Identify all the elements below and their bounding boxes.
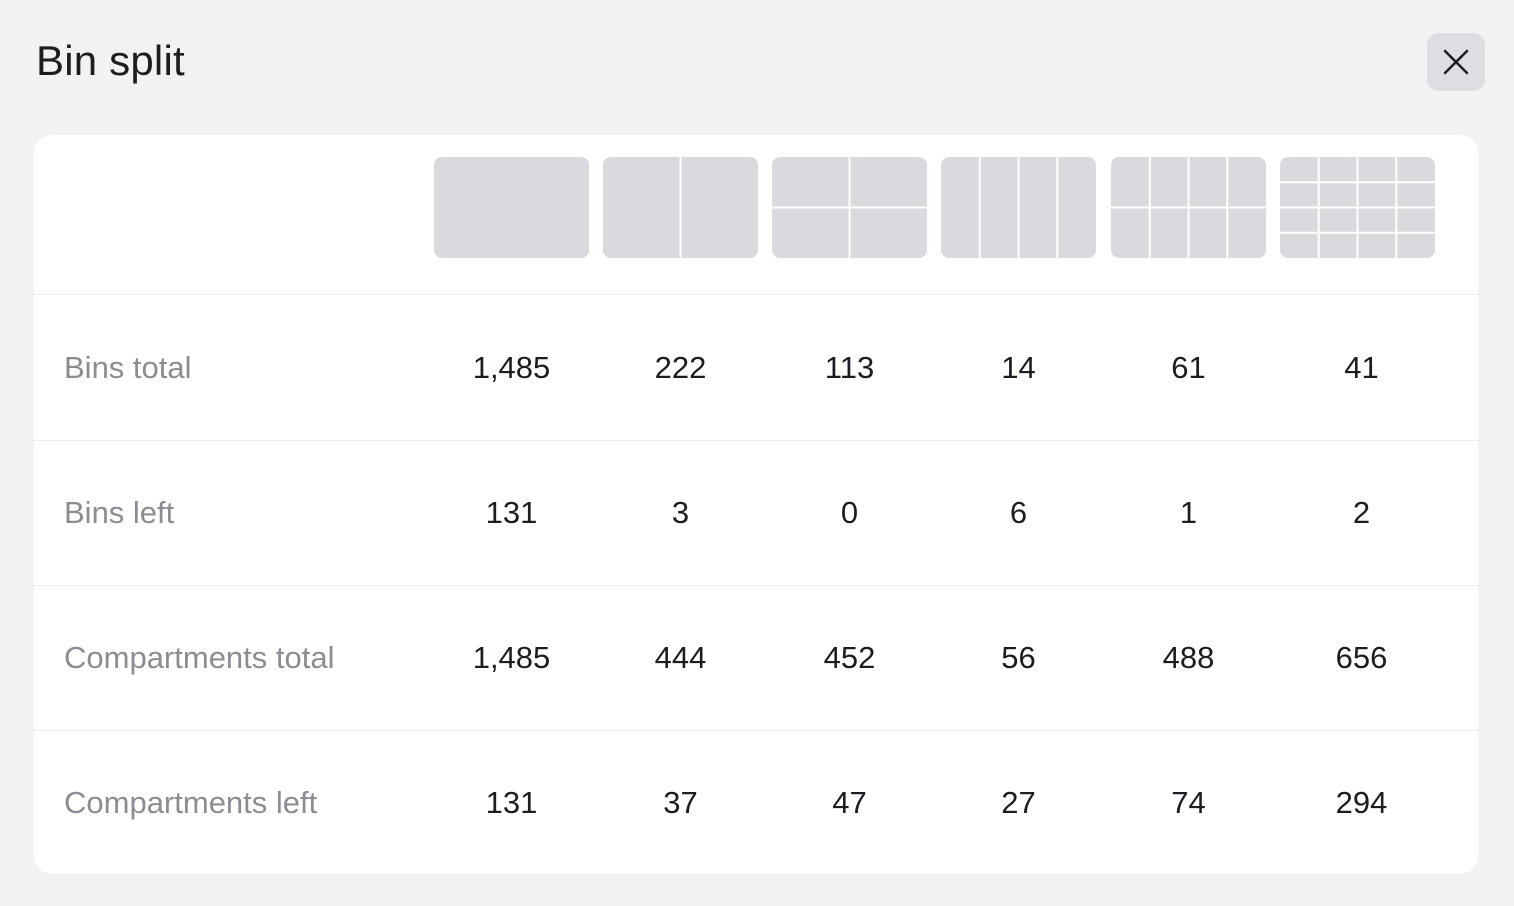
table-cell: 294: [1335, 785, 1388, 820]
table-row-compartments-left: Compartments left 131 37 47 27 74 294: [34, 730, 1478, 874]
table-cell: 47: [832, 785, 867, 820]
table-cell: 1: [1179, 495, 1198, 530]
split-1x1-icon: [434, 157, 589, 258]
table-header-row: [34, 135, 1478, 295]
table-cell: 0: [840, 495, 859, 530]
table-cell: 131: [485, 785, 538, 820]
close-icon: [1443, 49, 1469, 75]
table-cell: 656: [1335, 640, 1388, 675]
bin-split-table: Bins total 1,485 222 113 14 61 41 Bins l…: [34, 135, 1478, 874]
close-button[interactable]: [1427, 33, 1485, 91]
split-2x2-icon: [772, 157, 927, 258]
table-cell: 14: [1001, 350, 1036, 385]
table-cell: 222: [654, 350, 707, 385]
row-label: Bins total: [64, 350, 192, 385]
table-cell: 56: [1001, 640, 1036, 675]
table-cell: 131: [485, 495, 538, 530]
table-row-bins-total: Bins total 1,485 222 113 14 61 41: [34, 295, 1478, 441]
dialog-title: Bin split: [36, 37, 185, 84]
table-row-bins-left: Bins left 131 3 0 6 1 2: [34, 440, 1478, 586]
table-cell: 41: [1344, 350, 1379, 385]
split-4x1-icon: [941, 157, 1096, 258]
row-label: Compartments left: [64, 785, 318, 820]
table-cell: 74: [1171, 785, 1206, 820]
table-cell: 452: [823, 640, 876, 675]
split-4x2-icon: [1111, 157, 1266, 258]
table-cell: 37: [663, 785, 698, 820]
table-cell: 1,485: [472, 640, 551, 675]
table-cell: 27: [1001, 785, 1036, 820]
row-label: Bins left: [64, 495, 175, 530]
table-cell: 1,485: [472, 350, 551, 385]
table-cell: 3: [671, 495, 690, 530]
table-cell: 2: [1352, 495, 1371, 530]
table-cell: 61: [1171, 350, 1206, 385]
row-label: Compartments total: [64, 640, 335, 675]
split-2x1-icon: [603, 157, 758, 258]
split-4x4-icon: [1280, 157, 1435, 258]
table-cell: 6: [1009, 495, 1028, 530]
table-row-compartments-total: Compartments total 1,485 444 452 56 488 …: [34, 585, 1478, 731]
table-cell: 488: [1162, 640, 1215, 675]
table-cell: 444: [654, 640, 707, 675]
table-cell: 113: [824, 350, 875, 385]
